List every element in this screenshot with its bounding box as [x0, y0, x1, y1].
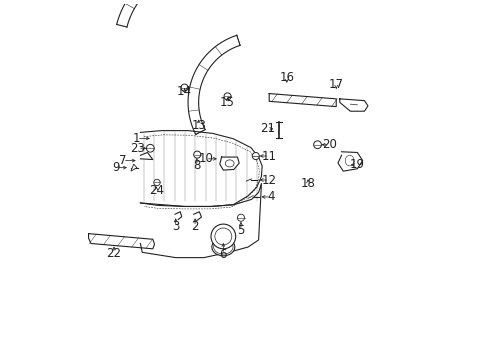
Text: 1: 1	[133, 132, 141, 145]
Text: 18: 18	[300, 177, 315, 190]
Text: 2: 2	[191, 220, 199, 233]
Text: 22: 22	[106, 247, 121, 260]
Circle shape	[146, 144, 154, 152]
Text: 4: 4	[266, 190, 274, 203]
Text: 23: 23	[130, 142, 145, 155]
Circle shape	[181, 84, 188, 91]
Text: 15: 15	[220, 96, 235, 109]
Circle shape	[237, 214, 244, 221]
Text: 17: 17	[328, 78, 343, 91]
Text: 3: 3	[172, 220, 179, 233]
Text: 8: 8	[193, 159, 200, 172]
Polygon shape	[337, 152, 362, 171]
Text: 16: 16	[279, 71, 294, 84]
Circle shape	[313, 141, 321, 149]
Text: 6: 6	[219, 248, 226, 261]
Polygon shape	[269, 94, 336, 107]
Polygon shape	[140, 153, 152, 159]
Circle shape	[252, 153, 259, 159]
Text: 19: 19	[348, 158, 364, 171]
Text: 14: 14	[177, 85, 192, 98]
Circle shape	[224, 93, 231, 100]
Text: 11: 11	[261, 149, 276, 162]
Text: 21: 21	[260, 122, 274, 135]
Text: 7: 7	[119, 154, 126, 167]
Text: 9: 9	[112, 161, 119, 174]
Text: 5: 5	[237, 224, 244, 237]
Polygon shape	[188, 35, 240, 134]
Circle shape	[193, 151, 201, 158]
Circle shape	[154, 179, 160, 186]
Ellipse shape	[211, 238, 234, 256]
Text: 10: 10	[198, 152, 213, 165]
Polygon shape	[88, 234, 154, 249]
Text: 12: 12	[261, 174, 276, 186]
Polygon shape	[339, 99, 367, 111]
Text: 13: 13	[191, 119, 205, 132]
Circle shape	[210, 224, 235, 249]
Polygon shape	[219, 157, 239, 170]
Polygon shape	[140, 184, 261, 258]
Text: 24: 24	[148, 184, 163, 197]
Polygon shape	[140, 131, 262, 207]
Polygon shape	[117, 0, 261, 27]
Text: 20: 20	[321, 138, 336, 151]
Polygon shape	[131, 164, 137, 171]
